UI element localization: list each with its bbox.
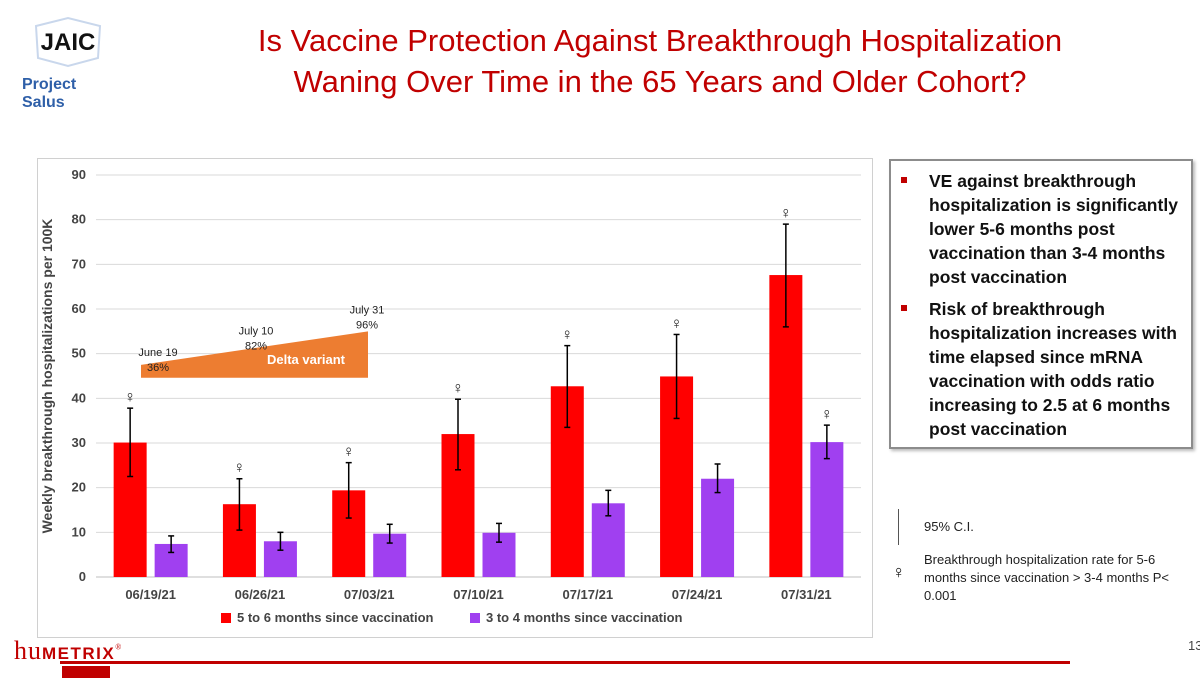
delta-pct-label: 82%	[245, 340, 267, 352]
finding-bullet: VE against breakthrough hospitalization …	[901, 169, 1181, 289]
x-tick-label: 06/26/21	[235, 587, 286, 602]
delta-date-label: June 19	[138, 347, 177, 359]
significance-marker: ♀	[343, 444, 355, 461]
y-tick-label: 10	[72, 524, 86, 539]
significance-marker: ♀	[233, 460, 245, 477]
delta-variant-wedge	[141, 331, 368, 378]
title-line-1: Is Vaccine Protection Against Breakthrou…	[257, 23, 1063, 58]
significance-note-text: Breakthrough hospitalization rate for 5-…	[924, 552, 1169, 603]
bullet-square-icon	[901, 305, 907, 311]
y-tick-label: 40	[72, 390, 86, 405]
y-axis-label: Weekly breakthrough hospitalizations per…	[39, 219, 55, 534]
significance-marker: ♀	[124, 389, 136, 406]
brand-metrix: METRIX	[42, 644, 116, 663]
significance-marker: ♀	[452, 380, 464, 397]
chart-container: 0 10 20 30 40 50 60 70 80 90 Weekly breakthrough h…	[37, 158, 873, 638]
y-tick-label: 80	[72, 212, 86, 227]
delta-pct-label: 36%	[147, 362, 169, 374]
bullet-square-icon	[901, 177, 907, 183]
brand-registered: ®	[115, 642, 123, 652]
delta-date-label: July 10	[239, 325, 274, 337]
y-tick-label: 20	[72, 480, 86, 495]
logo-mark: JAIC	[41, 29, 96, 56]
significance-marker: ♀	[561, 327, 573, 344]
delta-date-label: July 31	[350, 304, 385, 316]
x-tick-label: 07/03/21	[344, 587, 395, 602]
significance-marker: ♀	[671, 315, 683, 332]
significance-icon: ♀	[892, 562, 906, 582]
humetrix-bar	[62, 666, 110, 678]
legend-label: 3 to 4 months since vaccination	[486, 610, 683, 625]
footer-rule	[60, 661, 1070, 664]
ci-bar-icon	[898, 509, 899, 545]
significance-marker: ♀	[821, 406, 833, 423]
finding-text: VE against breakthrough hospitalization …	[929, 171, 1178, 287]
jaic-logo: JAIC Project Salus	[18, 14, 118, 111]
ci-note-text: 95% C.I.	[924, 519, 974, 534]
y-tick-label: 90	[72, 167, 86, 182]
findings-box: VE against breakthrough hospitalization …	[889, 159, 1193, 449]
legend-label: 5 to 6 months since vaccination	[237, 610, 434, 625]
page-number: 13	[1188, 638, 1200, 653]
delta-variant-label: Delta variant	[267, 352, 346, 367]
x-tick-label: 07/10/21	[453, 587, 504, 602]
x-tick-label: 07/24/21	[672, 587, 723, 602]
y-tick-label: 0	[79, 569, 86, 584]
bar	[810, 442, 844, 577]
delta-pct-label: 96%	[356, 319, 378, 331]
finding-bullet: Risk of breakthrough hospitalization inc…	[901, 297, 1181, 441]
humetrix-logo: huMETRIX®	[14, 636, 214, 681]
logo-subtitle: Project Salus	[22, 76, 77, 111]
legend-swatch	[221, 613, 231, 623]
bar	[701, 478, 735, 577]
x-tick-label: 07/31/21	[781, 587, 832, 602]
legend-swatch	[470, 613, 480, 623]
finding-text: Risk of breakthrough hospitalization inc…	[929, 299, 1177, 439]
title-line-2: Waning Over Time in the 65 Years and Old…	[293, 64, 1027, 99]
brand-hu: hu	[14, 636, 42, 665]
y-tick-label: 50	[72, 346, 86, 361]
y-tick-label: 70	[72, 256, 86, 271]
x-tick-label: 06/19/21	[125, 587, 176, 602]
humetrix-wordmark: huMETRIX®	[14, 636, 122, 666]
significance-marker: ♀	[780, 205, 792, 222]
page-title: Is Vaccine Protection Against Breakthrou…	[150, 20, 1170, 102]
bar-chart: 0 10 20 30 40 50 60 70 80 90 Weekly breakthrough h…	[39, 167, 861, 625]
y-tick-label: 60	[72, 301, 86, 316]
ci-note: 95% C.I.	[892, 505, 1192, 549]
y-tick-label: 30	[72, 435, 86, 450]
x-tick-label: 07/17/21	[562, 587, 613, 602]
